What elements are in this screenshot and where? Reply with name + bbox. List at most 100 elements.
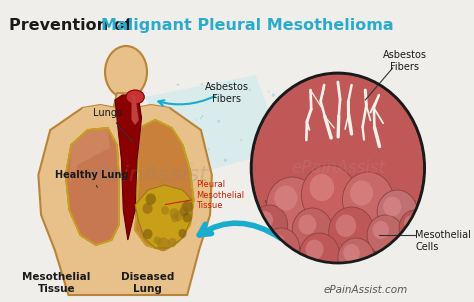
Circle shape (383, 197, 401, 217)
Polygon shape (115, 95, 142, 240)
Circle shape (269, 153, 272, 156)
Circle shape (251, 205, 288, 245)
Circle shape (266, 144, 269, 147)
Circle shape (234, 79, 237, 82)
Circle shape (197, 129, 200, 132)
Circle shape (342, 172, 393, 228)
Circle shape (241, 133, 244, 136)
Polygon shape (113, 93, 139, 108)
Circle shape (208, 149, 210, 150)
Text: Pleural
Mesothelial
Tissue: Pleural Mesothelial Tissue (165, 180, 245, 210)
Text: ePainAssist: ePainAssist (291, 159, 385, 177)
Circle shape (230, 123, 231, 124)
Text: ePainAssist: ePainAssist (83, 165, 209, 185)
Circle shape (242, 132, 243, 133)
Circle shape (268, 234, 285, 252)
Circle shape (182, 213, 191, 222)
Circle shape (310, 174, 334, 201)
Circle shape (228, 82, 230, 83)
Circle shape (224, 106, 225, 107)
Circle shape (263, 79, 265, 82)
Polygon shape (135, 120, 193, 250)
Circle shape (226, 107, 228, 108)
Circle shape (271, 92, 272, 93)
Circle shape (256, 137, 257, 139)
Circle shape (181, 201, 193, 215)
Circle shape (176, 111, 178, 113)
Circle shape (274, 185, 297, 210)
Polygon shape (66, 128, 118, 245)
Circle shape (292, 208, 332, 252)
Ellipse shape (126, 90, 144, 104)
Polygon shape (135, 185, 192, 248)
Circle shape (249, 89, 251, 91)
Circle shape (259, 96, 262, 99)
Text: ePainAssist.com: ePainAssist.com (323, 285, 407, 295)
Circle shape (226, 132, 227, 133)
Circle shape (256, 211, 273, 229)
Circle shape (202, 133, 203, 134)
Circle shape (206, 155, 209, 157)
Polygon shape (38, 105, 212, 295)
Circle shape (200, 146, 201, 148)
Circle shape (228, 152, 231, 155)
Circle shape (178, 229, 187, 238)
Circle shape (329, 207, 374, 257)
Polygon shape (144, 75, 283, 175)
Circle shape (377, 190, 417, 234)
Circle shape (220, 144, 223, 148)
Circle shape (237, 89, 238, 91)
Circle shape (343, 244, 360, 262)
Circle shape (161, 206, 169, 215)
Text: Mesothelial
Tissue: Mesothelial Tissue (22, 272, 91, 294)
Circle shape (171, 106, 173, 108)
Circle shape (246, 91, 247, 92)
Circle shape (267, 177, 318, 233)
Circle shape (201, 124, 205, 127)
Circle shape (272, 93, 275, 97)
Circle shape (210, 125, 212, 127)
Circle shape (399, 210, 432, 246)
Circle shape (201, 83, 203, 85)
Circle shape (228, 149, 230, 152)
Circle shape (224, 159, 227, 162)
Text: Asbestos
Fibers: Asbestos Fibers (204, 82, 248, 104)
Circle shape (269, 142, 271, 144)
Circle shape (298, 215, 316, 234)
Text: Lungs: Lungs (93, 108, 133, 143)
Circle shape (249, 157, 250, 158)
Polygon shape (265, 200, 416, 270)
Circle shape (143, 203, 153, 214)
Circle shape (196, 119, 197, 120)
Circle shape (154, 236, 161, 245)
Circle shape (182, 125, 183, 126)
Polygon shape (131, 95, 139, 125)
Circle shape (199, 123, 201, 124)
Circle shape (180, 94, 182, 97)
Circle shape (373, 221, 389, 239)
Circle shape (404, 215, 419, 232)
Circle shape (228, 145, 229, 147)
Circle shape (177, 83, 179, 86)
Circle shape (229, 121, 231, 123)
Ellipse shape (105, 46, 147, 98)
Circle shape (300, 233, 340, 277)
Circle shape (259, 96, 261, 98)
Text: Prevention of: Prevention of (9, 18, 137, 33)
Circle shape (146, 194, 156, 205)
Circle shape (199, 159, 202, 162)
Circle shape (204, 135, 207, 139)
Text: Asbestos
Fibers: Asbestos Fibers (383, 50, 427, 72)
Circle shape (191, 162, 193, 165)
Circle shape (218, 120, 220, 123)
Circle shape (180, 207, 189, 217)
Circle shape (164, 105, 166, 108)
Circle shape (200, 117, 202, 119)
Circle shape (251, 73, 425, 263)
Circle shape (273, 136, 275, 139)
Text: Healthy Lung: Healthy Lung (55, 170, 128, 188)
Text: Mesothelial
Cells: Mesothelial Cells (416, 230, 471, 252)
Circle shape (197, 106, 201, 109)
Circle shape (224, 117, 226, 119)
Circle shape (168, 238, 177, 247)
